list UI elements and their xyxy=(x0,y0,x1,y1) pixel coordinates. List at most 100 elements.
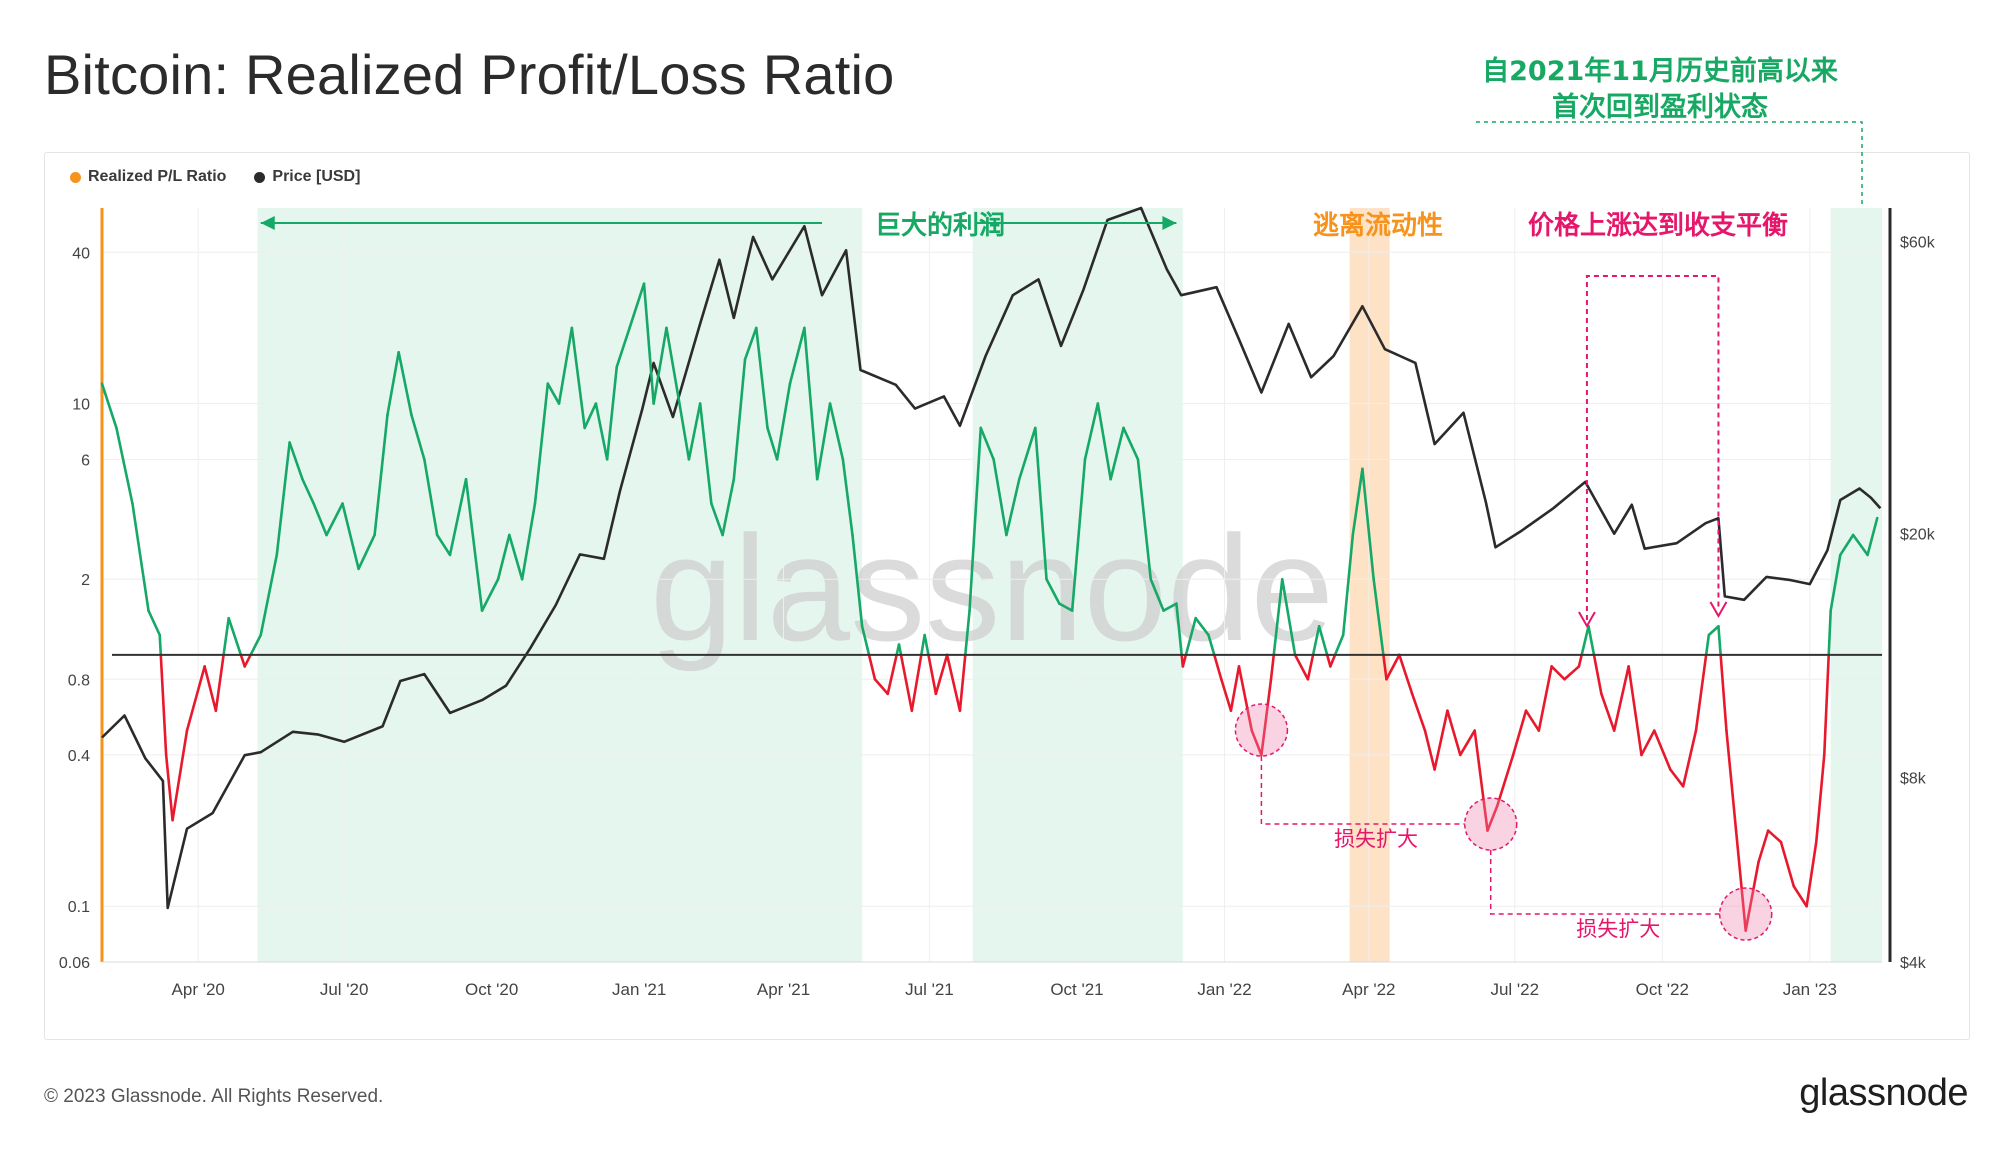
pl-ratio-segment xyxy=(341,502,360,571)
pl-ratio-segment xyxy=(1511,709,1528,757)
pl-ratio-segment xyxy=(1184,616,1197,657)
pl-ratio-segment xyxy=(628,282,646,330)
pl-ratio-segment xyxy=(159,653,168,757)
pl-ratio-segment xyxy=(164,753,174,822)
pl-ratio-segment xyxy=(1237,665,1254,732)
pl-ratio-segment xyxy=(1149,577,1165,612)
pl-ratio-segment xyxy=(1851,533,1869,557)
pl-ratio-segment xyxy=(325,502,344,537)
legend-item-price[interactable]: Price [USD] xyxy=(254,168,360,186)
top-annotation-line-2: 首次回到盈利状态 xyxy=(1552,92,1768,123)
pl-ratio-segment xyxy=(131,502,150,612)
pl-ratio-segment xyxy=(927,653,938,696)
x-tick-label: Apr '21 xyxy=(757,980,810,999)
y-left-tick-label: 10 xyxy=(72,397,90,414)
pl-ratio-segment xyxy=(1587,624,1596,657)
pl-ratio-segment xyxy=(615,326,631,369)
x-tick-label: Apr '20 xyxy=(172,980,225,999)
x-tick-label: Oct '22 xyxy=(1636,980,1689,999)
pl-ratio-segment xyxy=(1260,677,1273,757)
pl-ratio-segment xyxy=(1725,729,1738,832)
x-tick-label: Oct '20 xyxy=(465,980,518,999)
breakeven-bracket xyxy=(1585,275,1720,620)
pl-ratio-segment xyxy=(1495,753,1515,808)
pl-ratio-segment xyxy=(1122,426,1140,461)
pl-ratio-segment xyxy=(1734,829,1747,932)
pl-ratio-segment xyxy=(1272,577,1284,657)
pl-ratio-segment xyxy=(897,643,903,657)
x-tick-label: Oct '21 xyxy=(1050,980,1103,999)
pl-ratio-segment xyxy=(886,653,898,696)
pl-ratio-segment xyxy=(1473,729,1489,832)
pl-ratio-segment xyxy=(1229,665,1241,712)
pl-ratio-segment xyxy=(815,402,832,481)
pl-ratio-segment xyxy=(243,653,252,668)
y-left-tick-label: 0.8 xyxy=(68,672,90,689)
pl-ratio-segment xyxy=(1333,633,1345,657)
pl-ratio-segment xyxy=(766,426,779,461)
pl-ratio-segment xyxy=(732,358,747,481)
y-right-tick-label: $4k xyxy=(1900,955,1927,972)
pl-ratio-segment xyxy=(222,616,230,657)
pl-ratio-segment xyxy=(1839,533,1855,557)
pl-ratio-segment xyxy=(828,402,845,461)
pl-ratio-segment xyxy=(158,633,163,657)
x-tick-label: Jan '21 xyxy=(612,980,666,999)
pl-ratio-segment xyxy=(185,665,206,732)
breakeven-label: 价格上涨达到收支平衡 xyxy=(1528,210,1788,241)
pl-ratio-segment xyxy=(1805,840,1818,908)
pl-ratio-segment xyxy=(1652,729,1672,771)
loss-expand-label-1: 损失扩大 xyxy=(1334,827,1418,851)
x-tick-label: Jul '20 xyxy=(320,980,369,999)
pl-ratio-segment xyxy=(1814,753,1826,844)
pl-ratio-segment xyxy=(1779,840,1796,888)
pl-ratio-segment xyxy=(1866,516,1879,557)
glassnode-logo: glassnode xyxy=(1799,1072,1968,1114)
pl-ratio-segment xyxy=(1458,729,1476,757)
x-tick-label: Jul '21 xyxy=(905,980,954,999)
pl-ratio-segment xyxy=(1563,665,1581,681)
loss-marker-circle xyxy=(1718,887,1773,941)
pl-ratio-segment xyxy=(851,533,864,628)
pl-ratio-segment xyxy=(1317,624,1329,657)
pl-ratio-segment xyxy=(115,426,134,505)
pl-ratio-segment xyxy=(775,382,792,461)
pl-ratio-segment xyxy=(1136,458,1153,581)
pl-ratio-segment xyxy=(397,350,413,417)
pl-ratio-segment xyxy=(687,402,702,461)
legend-dot-icon xyxy=(254,171,266,183)
pl-ratio-segment xyxy=(923,633,930,657)
pl-ratio-segment xyxy=(357,533,376,571)
pl-ratio-segment xyxy=(841,458,854,537)
pl-ratio-segment xyxy=(508,533,524,581)
pl-ratio-segment xyxy=(259,553,279,637)
pl-ratio-segment xyxy=(386,350,400,417)
pl-ratio-segment xyxy=(710,502,724,537)
y-left-tick-label: 2 xyxy=(81,572,90,589)
page-title: Bitcoin: Realized Profit/Loss Ratio xyxy=(44,43,895,106)
pl-ratio-segment xyxy=(910,653,923,712)
pl-ratio-segment xyxy=(1577,653,1583,668)
legend-item-pl-ratio[interactable]: Realized P/L Ratio xyxy=(70,168,226,186)
chart-legend: Realized P/L Ratio Price [USD] xyxy=(70,168,360,186)
pl-ratio-segment xyxy=(1822,653,1831,757)
pl-ratio-segment xyxy=(1600,692,1616,732)
pl-ratio-segment xyxy=(1681,729,1698,788)
x-tick-label: Jan '23 xyxy=(1783,980,1837,999)
pl-ratio-segment xyxy=(1382,653,1388,681)
pl-ratio-segment xyxy=(1175,602,1183,657)
pl-ratio-segment xyxy=(239,653,247,668)
pl-ratio-segment xyxy=(1083,402,1100,461)
pl-ratio-segment xyxy=(275,441,291,557)
legend-label: Realized P/L Ratio xyxy=(88,168,227,185)
pl-ratio-segment xyxy=(1744,860,1760,932)
legend-dot-icon xyxy=(70,171,81,183)
y-left-tick-label: 0.1 xyxy=(68,899,90,916)
loss-marker-circle xyxy=(1234,703,1289,757)
pl-ratio-segment xyxy=(1669,768,1685,788)
pl-ratio-segment xyxy=(583,402,598,430)
arrowhead-right-icon xyxy=(1162,216,1177,230)
pl-ratio-segment xyxy=(1385,653,1401,681)
shaded-region-liquidity xyxy=(1349,208,1390,962)
